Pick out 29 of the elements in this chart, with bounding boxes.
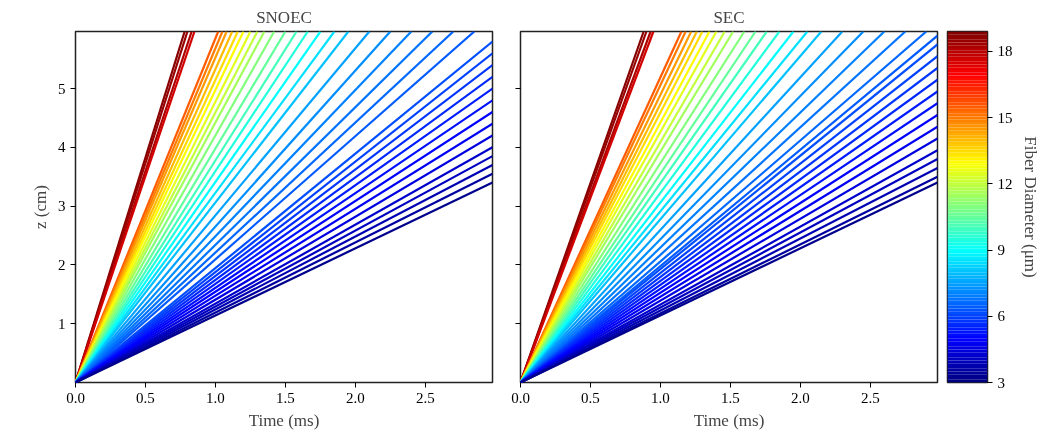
x-axis-title: Time (ms) (248, 410, 320, 430)
x-tick-label: 0.5 (581, 389, 600, 406)
x-tick-label: 1.0 (651, 389, 670, 406)
color-bar-label: 3 (997, 374, 1005, 391)
x-tick-label: 2.0 (345, 389, 365, 406)
x-tick-label: 2.5 (415, 389, 435, 406)
color-bar-title: Fiber Diameter (μm) (1020, 136, 1040, 278)
x-tick-label: 1.5 (276, 389, 295, 406)
x-tick-label: 0.0 (511, 389, 530, 406)
color-bar-label: 12 (997, 175, 1013, 192)
y-axis-title: z (cm) (31, 185, 50, 229)
color-bar-label: 15 (997, 109, 1013, 126)
x-axis-title: Time (ms) (693, 410, 765, 430)
y-tick-label: 2 (58, 256, 66, 273)
y-tick-label: 3 (58, 198, 66, 215)
x-tick-label: 0.5 (136, 389, 155, 406)
chart-title: SEC (713, 7, 745, 27)
x-tick-label: 0.0 (66, 389, 85, 406)
x-tick-label: 2.5 (860, 389, 880, 406)
y-tick-label: 4 (58, 139, 66, 156)
color-bar-label: 18 (997, 43, 1013, 60)
x-tick-label: 1.5 (721, 389, 740, 406)
y-tick-label: 1 (58, 315, 66, 332)
color-bar-label: 6 (997, 308, 1006, 325)
x-tick-label: 1.0 (206, 389, 225, 406)
color-bar-label: 9 (997, 242, 1005, 259)
x-tick-label: 2.0 (790, 389, 810, 406)
y-tick-label: 5 (58, 80, 66, 97)
chart-title: SNOEC (256, 7, 312, 27)
